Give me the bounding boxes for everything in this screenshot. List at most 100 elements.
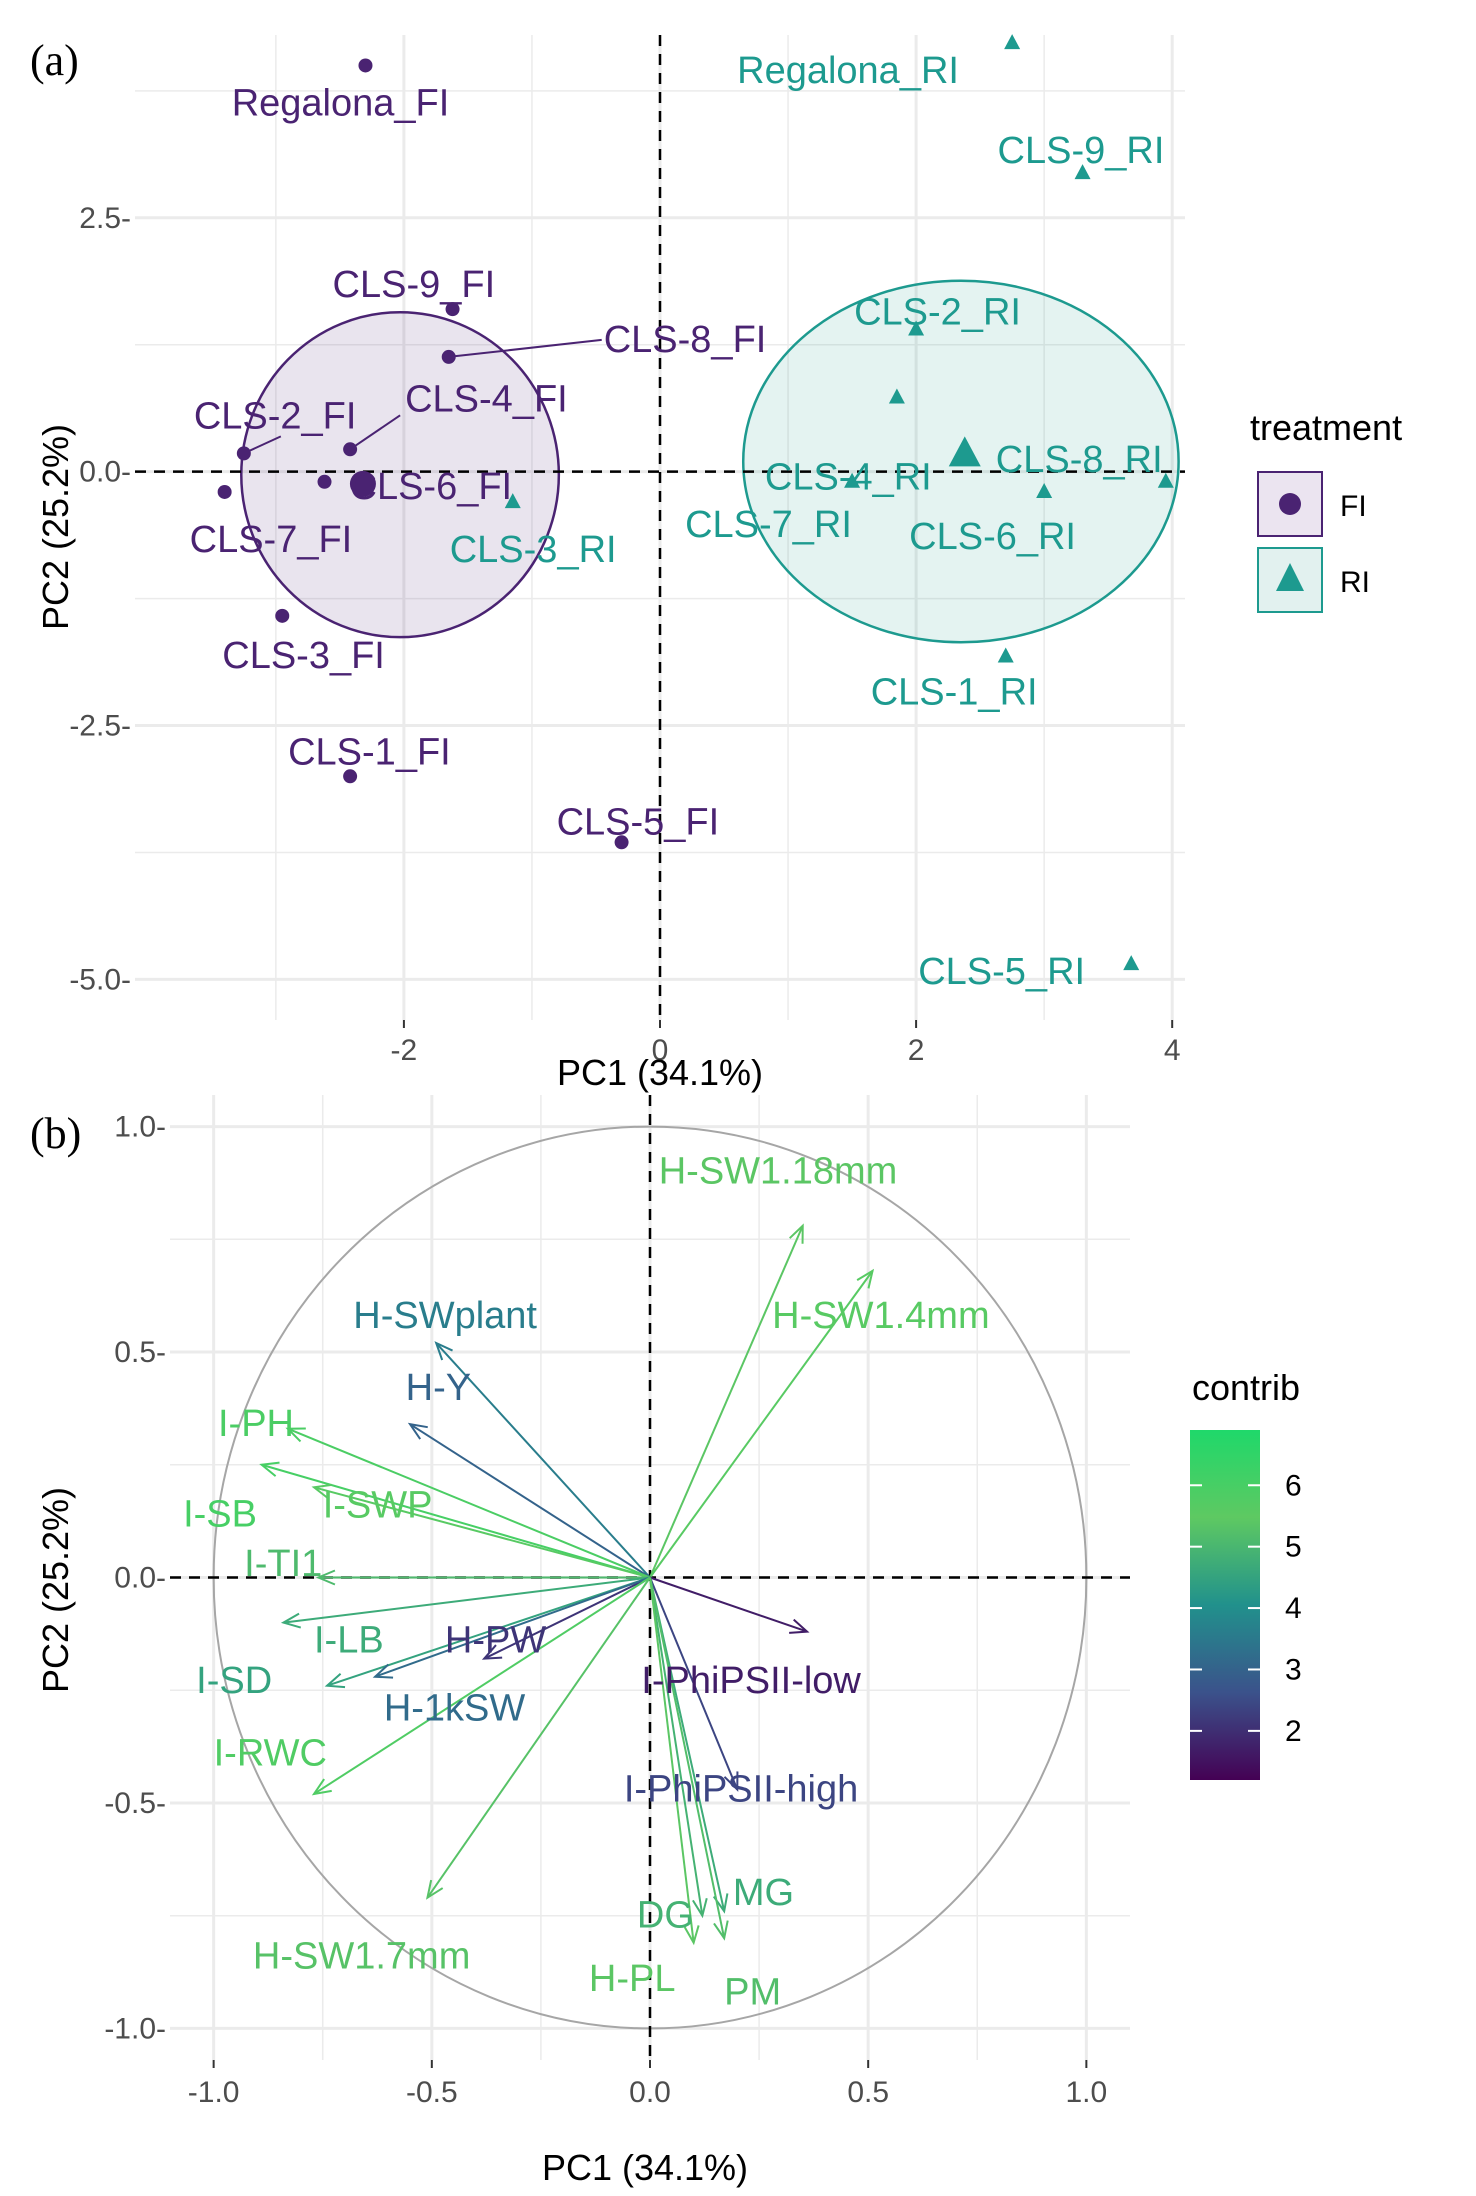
- legend-marker-ri: [1276, 563, 1304, 591]
- arrow-h-sw1-4mm: [649, 1270, 874, 1579]
- arrowhead-i-phipsii-high: [723, 1771, 739, 1792]
- point-cls-3_ri: [504, 493, 521, 509]
- point-cls-9_fi: [445, 302, 460, 317]
- label-h-sw1-18mm: H-SW1.18mm: [659, 1151, 898, 1193]
- legend-label-ri: RI: [1340, 566, 1370, 599]
- arrowhead-i-sd: [324, 1673, 346, 1689]
- label-i-sd: I-SD: [196, 1660, 272, 1702]
- label-cls-6_ri: CLS-6_RI: [909, 516, 1076, 558]
- point-cls-1_fi: [343, 769, 358, 784]
- x-tick-label: -0.5: [406, 2076, 458, 2109]
- panel-b-variable-labels: H-SW1.18mm H-SW1.4mm H-SWplant H-Y I-PH I-SB I…: [183, 1151, 990, 2014]
- arrowhead-i-swp: [311, 1483, 332, 1500]
- arrowhead-h-1ksw: [372, 1663, 394, 1679]
- point-cls-4_fi: [343, 442, 358, 457]
- label-cls-2_ri: CLS-2_RI: [854, 291, 1021, 333]
- label-mg: MG: [733, 1872, 794, 1914]
- arrow-i-sd: [326, 1576, 651, 1687]
- point-cls-5_ri: [1123, 955, 1140, 971]
- colorbar-tick-label: 2: [1285, 1715, 1302, 1748]
- panel-b-y-axis-title: PC2 (25.2%): [35, 1487, 76, 1693]
- y-tick-label: 0.0-: [114, 1562, 166, 1595]
- point-regalona_ri: [1004, 34, 1021, 50]
- label-cls-7_fi: CLS-7_FI: [190, 519, 353, 561]
- point-cls-9_ri: [1074, 164, 1091, 180]
- colorbar-tick-label: 5: [1285, 1531, 1302, 1564]
- point-cls-7_fi: [217, 484, 232, 499]
- connector-cls-4_fi: [349, 414, 401, 451]
- label-i-lb: I-LB: [314, 1620, 384, 1662]
- arrowhead-i-lb: [280, 1612, 302, 1629]
- label-cls-7_ri: CLS-7_RI: [685, 504, 852, 546]
- legend-label-fi: FI: [1340, 490, 1367, 523]
- y-tick-label: -1.0-: [104, 2012, 166, 2045]
- colorbar-tick-label: 6: [1285, 1469, 1302, 1502]
- arrowhead-i-ti1: [315, 1569, 336, 1586]
- arrow-i-rwc: [313, 1576, 651, 1795]
- point-regalona_fi: [358, 58, 373, 73]
- connector-cls-8_fi: [448, 338, 602, 358]
- arrow-i-sb: [261, 1463, 651, 1579]
- label-cls-3_ri: CLS-3_RI: [450, 529, 617, 571]
- point-cls-1_ri: [997, 647, 1014, 663]
- panel-a-tag: (a): [30, 36, 79, 85]
- label-dg: DG: [637, 1895, 694, 1937]
- panel-b-x-axis-title: PC1 (34.1%): [542, 2147, 748, 2188]
- point-cls-6_fi: [317, 474, 332, 489]
- label-cls-9_ri: CLS-9_RI: [998, 130, 1165, 172]
- label-i-ph: I-PH: [218, 1403, 294, 1445]
- treatment-legend-title: treatment: [1250, 407, 1402, 448]
- label-cls-8_fi: CLS-8_FI: [604, 319, 767, 361]
- panel-b-variable-arrows: [259, 1223, 875, 1946]
- point-cls-3_fi: [275, 608, 290, 623]
- arrow-h-y: [409, 1423, 651, 1579]
- label-regalona_ri: Regalona_RI: [737, 50, 959, 92]
- panel-a-reference-lines: [135, 35, 1185, 1020]
- point-cls-8_ri: [1157, 472, 1174, 488]
- label-cls-8_ri: CLS-8_RI: [996, 439, 1163, 481]
- arrow-i-phipsii-high: [649, 1577, 739, 1790]
- label-h-1ksw: H-1kSW: [384, 1687, 526, 1729]
- arrowhead-i-rwc: [311, 1778, 332, 1796]
- arrowhead-pm: [713, 1920, 729, 1941]
- arrowhead-i-sb: [259, 1461, 280, 1477]
- x-tick-label: 0.5: [847, 2076, 889, 2109]
- panel-a-confidence-ellipses: [240, 279, 1180, 644]
- legend-item-ri: RI: [1257, 547, 1370, 613]
- label-cls-2_fi: CLS-2_FI: [194, 395, 357, 437]
- label-h-pw: H-PW: [445, 1620, 546, 1662]
- arrow-h-pw: [483, 1576, 651, 1660]
- y-tick-label: 1.0-: [114, 1111, 166, 1144]
- arrowhead-i-ph: [285, 1427, 306, 1443]
- arrow-h-1ksw: [374, 1576, 651, 1678]
- arrowhead-h-pl: [683, 1925, 700, 1946]
- legend-item-fi: FI: [1257, 471, 1367, 537]
- centroid-fi: [349, 470, 376, 497]
- centroid-ri: [948, 436, 981, 467]
- y-tick-label: -0.5-: [104, 1787, 166, 1820]
- label-cls-4_fi: CLS-4_FI: [405, 378, 568, 420]
- x-tick-label: -1.0: [188, 2076, 240, 2109]
- arrow-pm: [649, 1577, 726, 1939]
- confidence-ellipse-fi: [240, 310, 561, 639]
- point-cls-2_fi: [236, 446, 251, 461]
- y-tick-label: -5.0-: [69, 963, 131, 996]
- arrow-i-ph: [287, 1427, 651, 1579]
- contrib-legend: contrib 2 3 4 5 6: [1190, 1367, 1302, 1780]
- label-h-sw1-7mm: H-SW1.7mm: [253, 1935, 470, 1977]
- point-cls-4_ri: [888, 388, 905, 404]
- arrowhead-h-pw: [481, 1644, 503, 1660]
- arrow-h-swplant: [435, 1342, 651, 1579]
- arrowhead-h-swplant: [434, 1341, 453, 1361]
- arrow-i-lb: [283, 1576, 651, 1624]
- panel-a-point-labels: Regalona_FI CLS-9_FI CLS-8_FI CLS-2_FI CLS-4…: [190, 50, 1165, 993]
- label-cls-3_fi: CLS-3_FI: [222, 635, 385, 677]
- legend-marker-fi: [1279, 493, 1301, 515]
- point-cls-8_fi: [441, 349, 456, 364]
- y-tick-label: 2.5-: [79, 202, 131, 235]
- label-i-sb: I-SB: [183, 1493, 257, 1535]
- point-cls-2_ri: [908, 320, 925, 336]
- contrib-legend-title: contrib: [1192, 1367, 1300, 1408]
- x-tick-label: 0: [652, 1034, 669, 1067]
- arrow-h-sw1-7mm: [426, 1576, 651, 1899]
